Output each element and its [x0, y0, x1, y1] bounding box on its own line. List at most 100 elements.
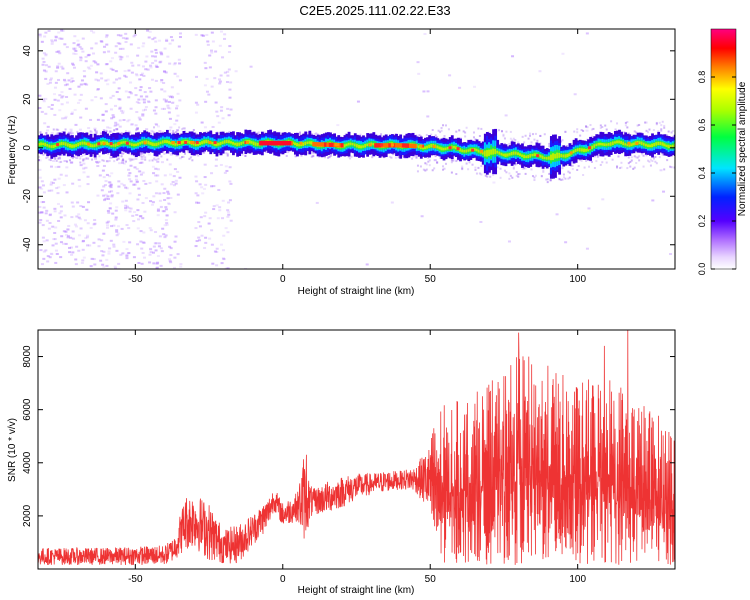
heatmap-cell: [642, 154, 645, 157]
heatmap-cell: [110, 195, 114, 198]
heatmap-cell: [164, 100, 168, 103]
heatmap-cell: [201, 141, 204, 145]
heatmap-cell: [474, 166, 477, 169]
heatmap-cell: [82, 162, 86, 165]
heatmap-cell: [99, 97, 103, 100]
heatmap-cell: [114, 104, 118, 107]
heatmap-cell: [652, 129, 655, 132]
heatmap-cell: [597, 142, 601, 146]
heatmap-cell: [50, 131, 54, 134]
heatmap-cell: [68, 251, 72, 254]
heatmap-cell: [221, 117, 225, 120]
heatmap-cell: [226, 154, 229, 157]
heatmap-cell: [118, 42, 122, 45]
heatmap-cell: [252, 141, 256, 146]
heatmap-cell: [85, 157, 88, 160]
heatmap-cell: [49, 183, 53, 186]
heatmap-cell: [79, 164, 83, 167]
heatmap-cell: [587, 146, 591, 150]
heatmap-cell: [72, 52, 76, 55]
heatmap-cell: [176, 142, 180, 146]
heatmap-cell: [113, 129, 116, 132]
heatmap-cell: [101, 159, 104, 162]
heatmap-cell: [150, 50, 154, 53]
heatmap-cell: [130, 71, 134, 74]
heatmap-cell: [175, 154, 179, 157]
heatmap-cell: [288, 141, 292, 146]
heatmap-cell: [120, 133, 123, 136]
heatmap-cell: [496, 166, 499, 169]
heatmap-cell: [173, 256, 177, 259]
heatmap-cell: [208, 141, 212, 144]
heatmap-cell: [156, 214, 160, 217]
heatmap-cell: [155, 266, 159, 269]
heatmap-cell: [211, 262, 215, 265]
heatmap-cell: [57, 31, 61, 34]
heatmap-cell: [510, 151, 514, 156]
heatmap-cell: [179, 263, 183, 266]
heatmap-cell: [142, 101, 146, 104]
heatmap-cell: [70, 112, 74, 115]
heatmap-cell: [524, 134, 527, 137]
heatmap-cell: [210, 51, 214, 54]
heatmap-cell: [655, 162, 658, 165]
heatmap-cell: [459, 148, 462, 152]
heatmap-cell: [201, 34, 205, 37]
heatmap-cell: [72, 47, 76, 50]
heatmap-cell: [173, 72, 177, 75]
heatmap-cell: [157, 157, 160, 160]
heatmap-cell: [671, 144, 675, 148]
heatmap-cell: [166, 104, 170, 107]
heatmap-cell: [142, 74, 146, 77]
heatmap-cell: [245, 141, 249, 144]
heatmap-cell: [73, 47, 77, 50]
heatmap-cell: [149, 248, 153, 251]
heatmap-cell: [158, 61, 162, 64]
heatmap-cell: [170, 96, 174, 99]
heatmap-cell: [103, 184, 107, 187]
heatmap-cell: [101, 113, 105, 116]
heatmap-cell: [125, 187, 129, 190]
heatmap-cell: [355, 144, 359, 148]
heatmap-cell: [582, 148, 586, 152]
heatmap-cell: [168, 42, 172, 45]
heatmap-cell: [128, 172, 132, 175]
heatmap-cell: [137, 261, 141, 264]
heatmap-cell: [366, 143, 370, 147]
heatmap-cell: [73, 223, 77, 226]
heatmap-cell: [214, 50, 218, 53]
heatmap-cell: [426, 90, 430, 93]
heatmap-cell: [154, 106, 158, 109]
heatmap-cell: [100, 189, 104, 192]
heatmap-cell: [225, 81, 229, 84]
heatmap-cell: [134, 175, 138, 178]
heatmap-cell: [127, 252, 131, 255]
heatmap-cell: [160, 78, 164, 81]
heatmap-cell: [527, 154, 531, 159]
heatmap-cell: [207, 222, 211, 225]
heatmap-cell: [649, 158, 652, 161]
heatmap-cell: [45, 219, 49, 222]
heatmap-cell: [652, 157, 655, 160]
heatmap-cell: [183, 127, 186, 130]
heatmap-cell: [113, 265, 117, 268]
heatmap-cell: [81, 248, 85, 251]
heatmap-cell: [529, 134, 532, 137]
heatmap-cell: [611, 141, 615, 145]
heatmap-cell: [124, 37, 128, 40]
heatmap-cell: [174, 182, 178, 185]
heatmap-cell: [198, 225, 202, 228]
heatmap-cell: [173, 132, 176, 135]
heatmap-cell: [58, 161, 61, 164]
heatmap-cell: [115, 128, 119, 131]
heatmap-cell: [53, 86, 57, 89]
heatmap-cell: [200, 121, 204, 124]
heatmap-cell: [169, 36, 173, 39]
heatmap-cell: [135, 167, 139, 170]
heatmap-cell: [66, 228, 70, 231]
heatmap-cell: [61, 117, 65, 120]
heatmap-cell: [42, 153, 45, 156]
heatmap-cell: [114, 267, 118, 269]
heatmap-cell: [648, 128, 651, 131]
heatmap-cell: [153, 126, 156, 129]
